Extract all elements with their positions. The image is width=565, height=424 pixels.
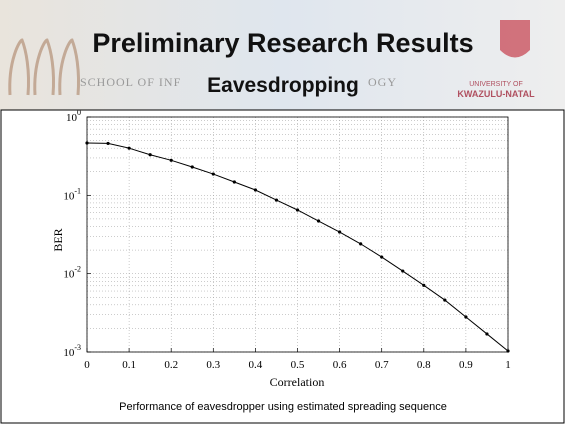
data-point — [275, 198, 278, 201]
page: SCHOOL OF INF OGY UNIVERSITY OF KWAZULU-… — [0, 0, 565, 424]
y-tick-exponent: -1 — [74, 186, 81, 195]
data-point — [149, 153, 152, 156]
x-tick-label: 0.5 — [291, 359, 305, 371]
data-point — [401, 269, 404, 272]
data-point — [296, 208, 299, 211]
logo-right — [500, 20, 530, 58]
y-axis-label: BER — [51, 228, 65, 251]
data-point — [485, 332, 488, 335]
data-point — [128, 147, 131, 150]
slide: SCHOOL OF INF OGY UNIVERSITY OF KWAZULU-… — [0, 0, 565, 424]
x-tick-label: 1 — [505, 359, 511, 371]
data-point — [212, 172, 215, 175]
y-tick-label: 10-2 — [63, 265, 81, 281]
data-point — [359, 242, 362, 245]
data-point — [506, 349, 509, 352]
x-tick-label: 0.1 — [122, 359, 136, 371]
y-tick-label: 10-1 — [63, 186, 81, 202]
caption: Performance of eavesdropper using estima… — [119, 401, 447, 413]
banner-text: OGY — [368, 75, 397, 89]
x-tick-label: 0.7 — [375, 359, 389, 371]
data-point — [85, 141, 88, 144]
slide-subtitle: Eavesdropping — [207, 74, 359, 97]
data-point — [380, 255, 383, 258]
x-tick-label: 0.6 — [333, 359, 347, 371]
data-point — [338, 230, 341, 233]
x-tick-label: 0.3 — [206, 359, 220, 371]
data-point — [233, 180, 236, 183]
x-tick-label: 0.9 — [459, 359, 473, 371]
x-tick-label: 0.8 — [417, 359, 431, 371]
data-point — [191, 165, 194, 168]
x-tick-label: 0 — [84, 359, 90, 371]
university-text: UNIVERSITY OF — [469, 81, 523, 88]
data-point — [254, 188, 257, 191]
data-point — [464, 315, 467, 318]
y-tick-exponent: -3 — [74, 343, 81, 352]
data-point — [106, 142, 109, 145]
slide-title: Preliminary Research Results — [92, 28, 473, 58]
y-tick-base: 10 — [66, 112, 78, 124]
x-tick-label: 0.2 — [164, 359, 178, 371]
university-text: KWAZULU-NATAL — [457, 89, 535, 99]
banner-text: SCHOOL OF INF — [80, 75, 181, 89]
y-tick-base: 10 — [63, 269, 75, 281]
y-tick-base: 10 — [63, 190, 75, 202]
y-tick-exponent: -2 — [74, 265, 81, 274]
data-point — [422, 284, 425, 287]
data-point — [443, 298, 446, 301]
x-axis-label: Correlation — [270, 375, 325, 389]
data-point — [317, 219, 320, 222]
y-tick-label: 10-3 — [63, 343, 81, 359]
y-tick-exponent: 0 — [77, 108, 81, 117]
y-tick-base: 10 — [63, 347, 75, 359]
x-tick-label: 0.4 — [249, 359, 263, 371]
data-point — [170, 159, 173, 162]
